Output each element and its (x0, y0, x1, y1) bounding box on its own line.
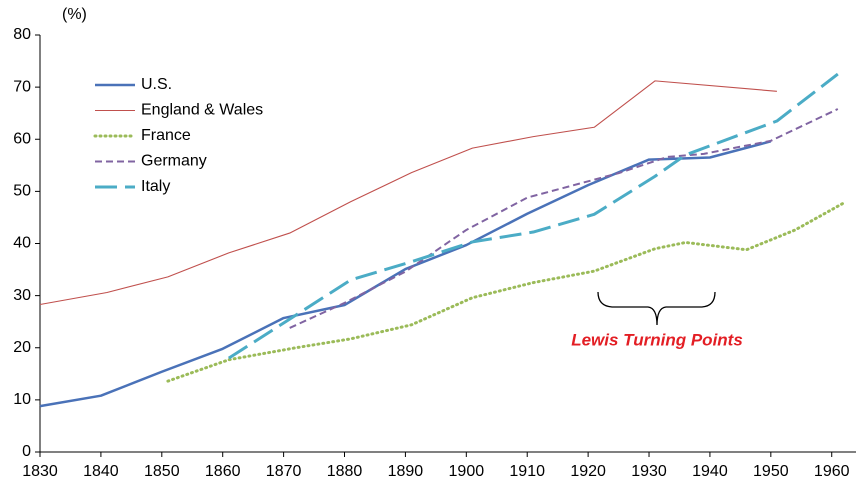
x-tick-label: 1880 (327, 463, 363, 480)
y-tick-label: 50 (13, 183, 31, 200)
x-tick-label: 1830 (22, 463, 58, 480)
y-tick-label: 70 (13, 78, 31, 95)
x-tick-label: 1910 (509, 463, 545, 480)
legend-label: U.S. (141, 76, 172, 93)
series-line (39, 140, 772, 408)
x-tick-label: 1940 (692, 463, 728, 480)
x-tick-label: 1860 (205, 463, 241, 480)
x-tick-label: 1950 (753, 463, 789, 480)
x-tick-label: 1850 (144, 463, 180, 480)
y-tick-label: 20 (13, 339, 31, 356)
brace (597, 291, 716, 326)
legend-label: France (141, 127, 191, 144)
y-tick-label: 40 (13, 235, 31, 252)
annotation: Lewis Turning Points (571, 330, 743, 349)
y-tick-label: 60 (13, 130, 31, 147)
series-line (39, 80, 777, 306)
series-line (289, 108, 839, 329)
x-tick-label: 1870 (266, 463, 302, 480)
x-tick-label: 1930 (631, 463, 667, 480)
series-line (227, 72, 839, 360)
x-tick-label: 1840 (83, 463, 119, 480)
x-tick-label: 1900 (449, 463, 485, 480)
x-tick-label: 1920 (570, 463, 606, 480)
y-tick-label: 10 (13, 391, 31, 408)
x-tick-label: 1960 (814, 463, 850, 480)
series-line (166, 201, 846, 383)
x-tick-label: 1890 (388, 463, 424, 480)
y-tick-label: 80 (13, 26, 31, 43)
y-axis-label: (%) (62, 6, 87, 23)
legend-label: England & Wales (141, 102, 263, 119)
legend-label: Germany (141, 153, 207, 170)
y-tick-label: 30 (13, 287, 31, 304)
y-tick-label: 0 (22, 443, 31, 460)
legend-label: Italy (141, 178, 170, 195)
